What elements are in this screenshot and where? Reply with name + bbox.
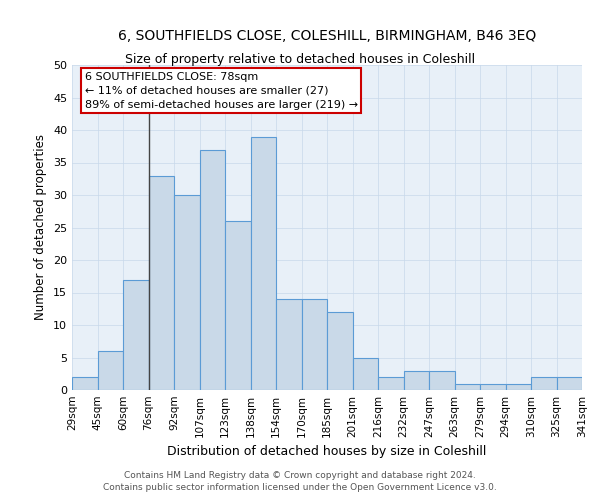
Bar xyxy=(404,370,429,390)
Bar xyxy=(72,377,97,390)
Bar xyxy=(174,195,199,390)
Bar xyxy=(123,280,149,390)
Bar xyxy=(225,221,251,390)
Bar xyxy=(302,299,327,390)
Y-axis label: Number of detached properties: Number of detached properties xyxy=(34,134,47,320)
Bar xyxy=(199,150,225,390)
Bar xyxy=(531,377,557,390)
Bar xyxy=(429,370,455,390)
Bar xyxy=(251,136,276,390)
Bar xyxy=(505,384,531,390)
Bar xyxy=(557,377,582,390)
Bar xyxy=(378,377,404,390)
Text: Contains HM Land Registry data © Crown copyright and database right 2024.
Contai: Contains HM Land Registry data © Crown c… xyxy=(103,471,497,492)
Bar xyxy=(149,176,174,390)
X-axis label: Distribution of detached houses by size in Coleshill: Distribution of detached houses by size … xyxy=(167,446,487,458)
Bar xyxy=(97,351,123,390)
Bar xyxy=(455,384,480,390)
Text: 6 SOUTHFIELDS CLOSE: 78sqm
← 11% of detached houses are smaller (27)
89% of semi: 6 SOUTHFIELDS CLOSE: 78sqm ← 11% of deta… xyxy=(85,72,358,110)
Bar xyxy=(353,358,378,390)
Bar xyxy=(480,384,505,390)
Bar xyxy=(327,312,353,390)
Bar xyxy=(276,299,302,390)
Title: 6, SOUTHFIELDS CLOSE, COLESHILL, BIRMINGHAM, B46 3EQ: 6, SOUTHFIELDS CLOSE, COLESHILL, BIRMING… xyxy=(118,29,536,43)
Text: Size of property relative to detached houses in Coleshill: Size of property relative to detached ho… xyxy=(125,52,475,66)
